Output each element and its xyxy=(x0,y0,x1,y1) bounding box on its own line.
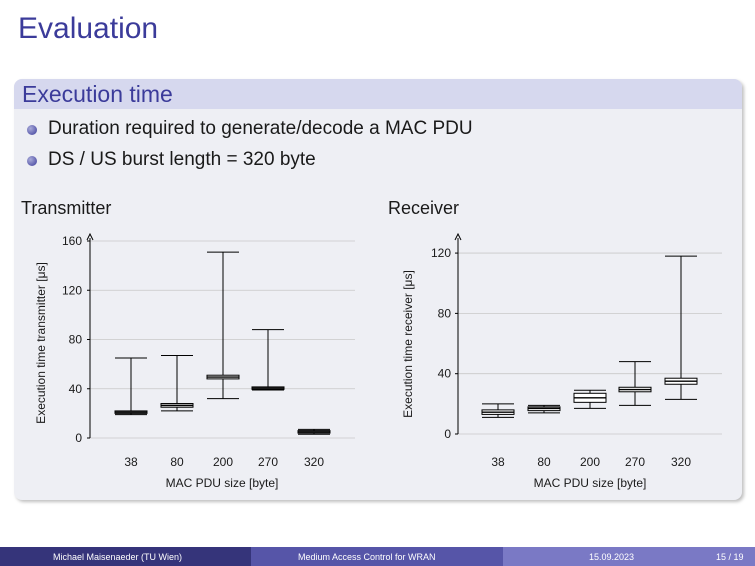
bullet-icon xyxy=(27,156,37,166)
y-tick-label: 0 xyxy=(75,431,82,445)
y-tick-label: 0 xyxy=(444,427,451,441)
y-axis-label: Execution time receiver [μs] xyxy=(401,270,415,418)
x-tick-label: 200 xyxy=(580,455,600,469)
bullet-text: DS / US burst length = 320 byte xyxy=(48,149,316,170)
x-tick-label: 320 xyxy=(304,455,324,469)
y-tick-label: 120 xyxy=(62,283,82,297)
footer-date: 15.09.2023 xyxy=(589,552,635,562)
x-axis-label: MAC PDU size [byte] xyxy=(166,476,279,490)
y-axis-label: Execution time transmitter [μs] xyxy=(34,262,48,424)
footer-bar: Michael Maisenaeder (TU Wien) Medium Acc… xyxy=(0,547,755,566)
footer-author-section: Michael Maisenaeder (TU Wien) xyxy=(0,547,251,566)
y-tick-label: 40 xyxy=(438,367,452,381)
x-tick-label: 320 xyxy=(671,455,691,469)
footer-date-section: 15.09.2023 15 / 19 xyxy=(503,547,755,566)
y-tick-label: 160 xyxy=(62,234,82,248)
block-title: Execution time xyxy=(22,81,173,107)
transmitter-chart-title: Transmitter xyxy=(21,198,112,218)
content-block: Execution time xyxy=(14,79,742,500)
bullet-text: Duration required to generate/decode a M… xyxy=(48,118,473,139)
footer-talk-title: Medium Access Control for WRAN xyxy=(298,552,436,562)
slide-title: Evaluation xyxy=(18,12,159,45)
block-header: Execution time xyxy=(14,79,742,109)
y-tick-label: 40 xyxy=(69,382,83,396)
y-axis-arrow-icon xyxy=(86,232,94,241)
x-tick-label: 200 xyxy=(213,455,233,469)
y-tick-label: 120 xyxy=(431,246,451,260)
x-tick-label: 270 xyxy=(258,455,278,469)
y-axis-arrow-icon xyxy=(454,232,462,241)
footer-talk-section: Medium Access Control for WRAN xyxy=(251,547,503,566)
x-tick-label: 80 xyxy=(170,455,184,469)
bullet-icon xyxy=(27,125,37,135)
x-tick-label: 270 xyxy=(625,455,645,469)
receiver-chart-title: Receiver xyxy=(388,198,460,218)
y-tick-label: 80 xyxy=(438,306,452,320)
x-tick-label: 38 xyxy=(124,455,138,469)
footer-author: Michael Maisenaeder (TU Wien) xyxy=(53,552,183,562)
y-tick-label: 80 xyxy=(69,333,83,347)
x-tick-label: 38 xyxy=(491,455,505,469)
footer-page-number: 15 / 19 xyxy=(716,552,744,562)
x-axis-label: MAC PDU size [byte] xyxy=(534,476,647,490)
x-tick-label: 80 xyxy=(537,455,551,469)
